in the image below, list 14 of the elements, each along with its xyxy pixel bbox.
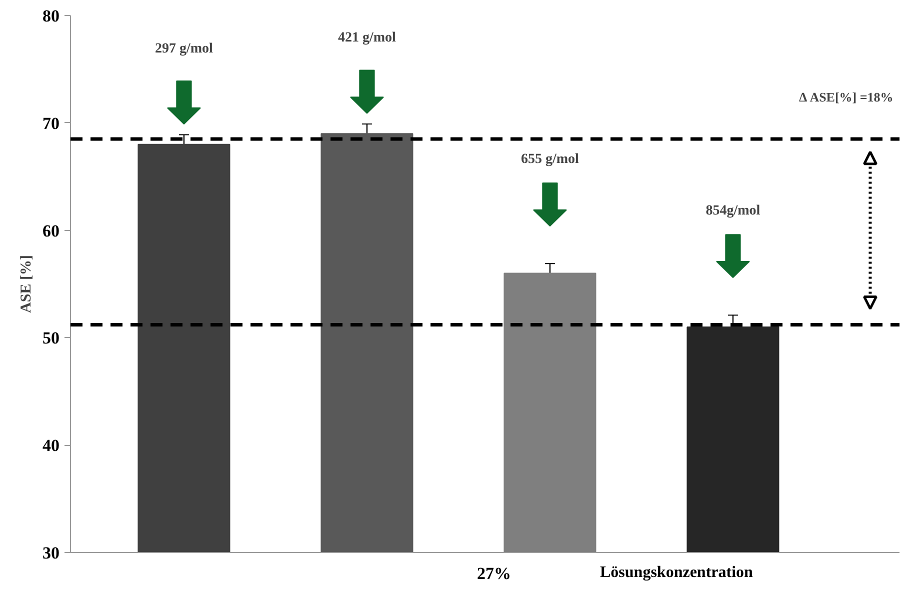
annotation: Δ ASE[%] =18% xyxy=(799,90,894,105)
y-tick-label: 80 xyxy=(42,6,60,26)
y-tick-label: 50 xyxy=(42,328,60,348)
annotation: 655 g/mol xyxy=(520,152,580,167)
annotation: 421 g/mol xyxy=(338,30,396,46)
annotation: 854g/mol xyxy=(706,203,760,218)
y-axis-title: ASE [%] xyxy=(18,255,34,313)
y-tick-label: 30 xyxy=(42,544,60,562)
y-tick-label: 60 xyxy=(42,221,60,240)
x-axis-title: Lösungskonzentration xyxy=(600,563,753,583)
annotation: 297 g/mol xyxy=(154,41,214,56)
text: 27% xyxy=(477,563,511,585)
y-tick-label: 40 xyxy=(42,436,60,456)
y-tick-label: 70 xyxy=(42,114,60,133)
